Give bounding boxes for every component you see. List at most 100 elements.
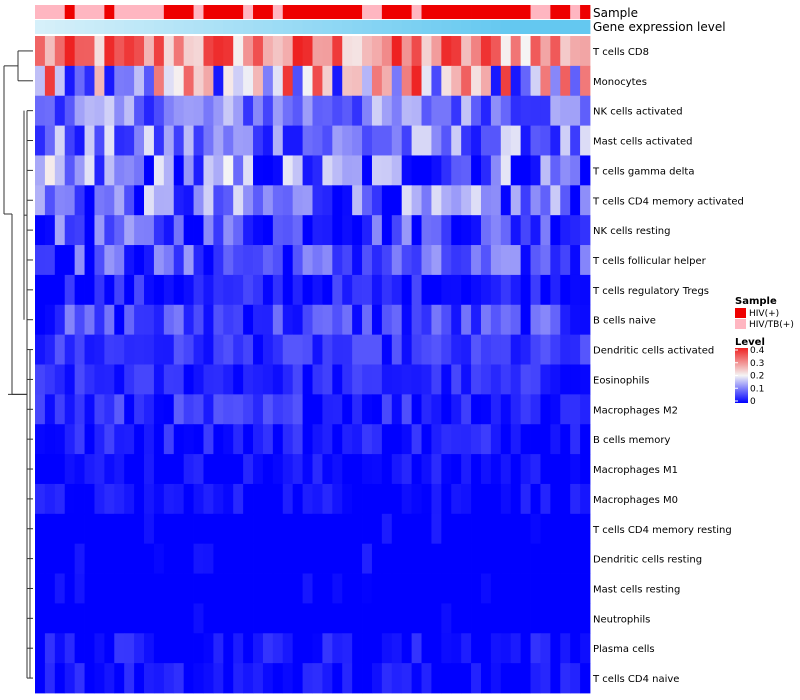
heatmap-cell (570, 573, 581, 604)
expression-annotation-cell (292, 20, 303, 34)
heatmap-cell (431, 185, 442, 216)
heatmap-cell (272, 185, 284, 216)
heatmap-cell (35, 215, 46, 246)
heatmap-cell (203, 394, 214, 425)
heatmap-cell (461, 65, 472, 97)
expression-annotation-cell (471, 20, 482, 34)
heatmap-cell (203, 573, 214, 604)
heatmap-cell (213, 513, 224, 545)
heatmap-cell (312, 125, 323, 156)
heatmap-cell (421, 334, 432, 365)
heatmap-cell (510, 334, 522, 365)
heatmap-cell (322, 513, 333, 545)
heatmap-cell (362, 513, 373, 545)
heatmap-cell (520, 334, 531, 365)
heatmap-cell (253, 215, 264, 246)
heatmap-cell (223, 95, 234, 126)
heatmap-cell (401, 185, 413, 216)
heatmap-cell (262, 454, 274, 485)
heatmap-cell (570, 215, 581, 246)
heatmap-cell (362, 185, 373, 216)
heatmap-cell (282, 36, 294, 67)
heatmap-cell (441, 274, 452, 306)
sample-annotation-cell (44, 5, 56, 19)
heatmap-cell (262, 274, 274, 306)
heatmap-cell (44, 125, 56, 156)
legend-tick-label: 0.2 (750, 372, 764, 382)
heatmap-cell (560, 125, 571, 156)
heatmap-cell (302, 65, 313, 97)
heatmap-cell (54, 245, 66, 276)
heatmap-cell (262, 65, 274, 97)
heatmap-cell (233, 543, 244, 574)
heatmap-cell (163, 483, 175, 515)
heatmap-cell (163, 633, 175, 664)
row-label: Neutrophils (593, 614, 650, 625)
heatmap-cell (243, 334, 254, 365)
heatmap-cell (560, 304, 571, 336)
heatmap-cell (35, 185, 46, 216)
heatmap-cell (302, 364, 313, 395)
heatmap-cell (302, 95, 313, 126)
heatmap-cell (550, 543, 561, 574)
heatmap-cell (84, 125, 95, 156)
heatmap-cell (74, 334, 85, 365)
heatmap-cell (570, 125, 581, 156)
heatmap-cell (253, 454, 264, 485)
heatmap-cell (44, 394, 56, 425)
heatmap-cell (401, 543, 413, 574)
heatmap-cell (540, 155, 551, 186)
sample-annotation-cell (431, 5, 442, 19)
heatmap-cell (173, 454, 185, 485)
heatmap-cell (262, 364, 274, 395)
heatmap-cell (570, 245, 581, 276)
heatmap-cell (183, 513, 194, 545)
heatmap-cell (421, 215, 432, 246)
heatmap-cell (272, 334, 284, 365)
heatmap-cell (510, 454, 522, 485)
heatmap-cell (144, 185, 155, 216)
heatmap-cell (203, 513, 214, 545)
expression-annotation-cell (223, 20, 234, 34)
heatmap-cell (570, 304, 581, 336)
heatmap-cell (500, 215, 512, 246)
heatmap-cell (560, 65, 571, 97)
heatmap-cell (203, 543, 214, 574)
heatmap-cell (173, 543, 185, 574)
heatmap-cell (223, 454, 234, 485)
heatmap-cell (153, 543, 165, 574)
heatmap-cell (352, 543, 363, 574)
heatmap-cell (54, 95, 66, 126)
heatmap-cell (342, 663, 353, 694)
expression-annotation-cell (431, 20, 442, 34)
heatmap-cell (134, 36, 145, 67)
heatmap-cell (282, 245, 294, 276)
heatmap-cell (134, 424, 145, 455)
heatmap-cell (253, 245, 264, 276)
heatmap-cell (35, 633, 46, 664)
heatmap-cell (84, 513, 95, 545)
heatmap-cell (64, 573, 76, 604)
heatmap-cell (352, 663, 363, 694)
heatmap-cell (391, 155, 403, 186)
heatmap-cell (431, 633, 442, 664)
sample-annotation-cell (203, 5, 214, 19)
expression-annotation-cell (144, 20, 155, 34)
heatmap-cell (282, 125, 294, 156)
heatmap-cell (520, 424, 531, 455)
heatmap-cell (391, 573, 403, 604)
heatmap-cell (84, 573, 95, 604)
heatmap-cell (272, 65, 284, 97)
heatmap-cell (441, 633, 452, 664)
heatmap-cell (530, 513, 541, 545)
heatmap-cell (223, 245, 234, 276)
heatmap-cell (401, 394, 413, 425)
heatmap-cell (44, 513, 56, 545)
heatmap-cell (371, 424, 383, 455)
heatmap-cell (44, 633, 56, 664)
legend-tick-label: 0.3 (750, 359, 764, 369)
heatmap-cell (401, 603, 413, 634)
heatmap-cell (550, 36, 561, 67)
heatmap-cell (550, 155, 561, 186)
heatmap-cell (223, 573, 234, 604)
